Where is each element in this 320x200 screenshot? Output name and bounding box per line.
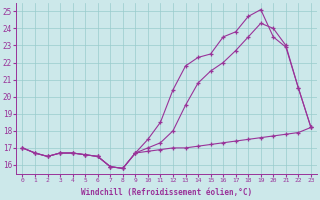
X-axis label: Windchill (Refroidissement éolien,°C): Windchill (Refroidissement éolien,°C) xyxy=(81,188,252,197)
